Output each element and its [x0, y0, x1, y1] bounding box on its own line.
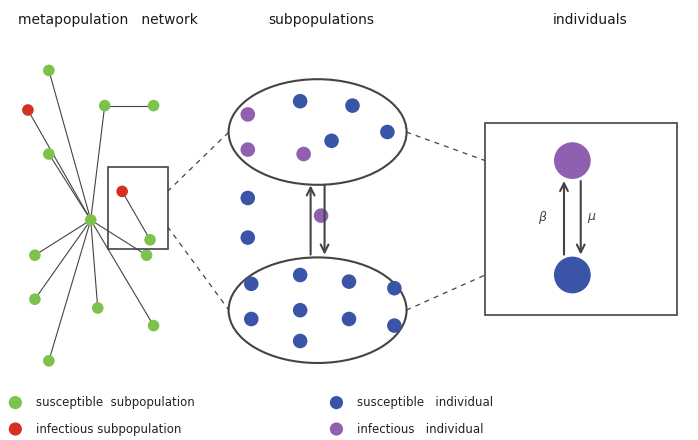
Text: susceptible  subpopulation: susceptible subpopulation: [36, 396, 195, 409]
Point: [389, 322, 400, 329]
Point: [295, 337, 306, 345]
Bar: [108, 167, 168, 249]
Text: $\beta$: $\beta$: [538, 209, 548, 226]
Point: [99, 102, 110, 109]
Point: [148, 322, 159, 329]
Bar: [485, 123, 677, 315]
Point: [242, 111, 253, 118]
Point: [567, 271, 578, 279]
Point: [10, 399, 21, 406]
Point: [29, 296, 40, 303]
Text: infectious subpopulation: infectious subpopulation: [36, 422, 181, 436]
Point: [242, 234, 253, 241]
Point: [382, 128, 393, 136]
Point: [10, 425, 21, 433]
Point: [246, 280, 257, 287]
Point: [43, 150, 54, 158]
Point: [347, 102, 358, 109]
Point: [22, 106, 34, 114]
Point: [389, 285, 400, 292]
Point: [326, 137, 337, 144]
Point: [246, 315, 257, 323]
Point: [343, 278, 355, 285]
Text: infectious   individual: infectious individual: [357, 422, 484, 436]
Text: metapopulation   network: metapopulation network: [18, 13, 198, 27]
Point: [242, 146, 253, 153]
Point: [343, 315, 355, 323]
Point: [144, 236, 156, 243]
Text: susceptible   individual: susceptible individual: [357, 396, 493, 409]
Point: [331, 425, 342, 433]
Point: [29, 252, 40, 259]
Text: individuals: individuals: [552, 13, 628, 27]
Point: [298, 150, 309, 158]
Point: [92, 304, 103, 312]
Point: [117, 188, 128, 195]
Point: [567, 157, 578, 164]
Point: [315, 212, 327, 219]
Point: [295, 271, 306, 279]
Point: [43, 357, 54, 364]
Point: [141, 252, 152, 259]
Point: [43, 67, 54, 74]
Text: subpopulations: subpopulations: [268, 13, 374, 27]
Point: [148, 102, 159, 109]
Point: [295, 307, 306, 314]
Point: [331, 399, 342, 406]
Point: [85, 216, 96, 224]
Point: [295, 98, 306, 105]
Point: [242, 194, 253, 202]
Text: $\mu$: $\mu$: [587, 211, 597, 225]
